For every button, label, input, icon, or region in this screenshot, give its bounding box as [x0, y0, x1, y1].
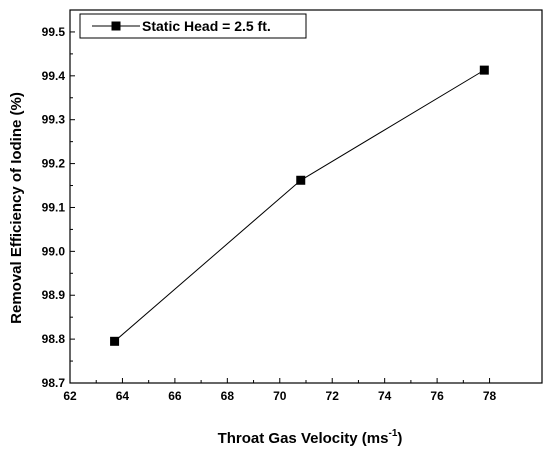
x-axis-title: Throat Gas Velocity (ms-1) — [218, 428, 403, 447]
x-tick-label: 64 — [116, 389, 130, 403]
legend: Static Head = 2.5 ft. — [79, 13, 307, 39]
x-tick-label: 76 — [430, 389, 444, 403]
x-tick-label: 62 — [63, 389, 77, 403]
legend-label: Static Head = 2.5 ft. — [142, 18, 271, 34]
data-point — [110, 336, 120, 346]
y-tick-label: 99.4 — [42, 69, 66, 83]
y-tick-label: 99.2 — [42, 157, 66, 171]
y-axis: 98.7 98.8 98.9 99.0 99.1 99.2 99.3 99.4 99.5 — [42, 25, 75, 390]
x-tick-label: 78 — [483, 389, 497, 403]
x-tick-label: 72 — [326, 389, 340, 403]
y-tick-label: 98.8 — [42, 332, 66, 346]
x-tick-label: 66 — [168, 389, 182, 403]
series-line — [114, 69, 485, 342]
x-axis-title-main: Throat Gas Velocity (ms — [218, 430, 389, 447]
x-axis-title-suffix: ) — [397, 430, 402, 447]
y-tick-label: 98.7 — [42, 376, 66, 390]
x-tick-label: 68 — [221, 389, 235, 403]
data-point — [479, 65, 489, 75]
y-tick-label: 98.9 — [42, 288, 66, 302]
data-point — [296, 175, 306, 185]
x-tick-label: 74 — [378, 389, 392, 403]
y-tick-label: 99.1 — [42, 200, 66, 214]
plot-frame — [69, 9, 543, 384]
y-tick-label: 99.3 — [42, 113, 66, 127]
y-axis-title: Removal Efficiency of Iodine (%) — [8, 92, 25, 324]
y-tick-label: 99.0 — [42, 244, 66, 258]
x-axis: 62 64 66 68 70 72 74 76 78 — [63, 378, 497, 403]
x-tick-label: 70 — [273, 389, 287, 403]
x-axis-title-superscript: -1 — [388, 428, 397, 439]
series-layer — [110, 65, 489, 346]
legend-marker — [111, 21, 121, 31]
y-tick-label: 99.5 — [42, 25, 66, 39]
